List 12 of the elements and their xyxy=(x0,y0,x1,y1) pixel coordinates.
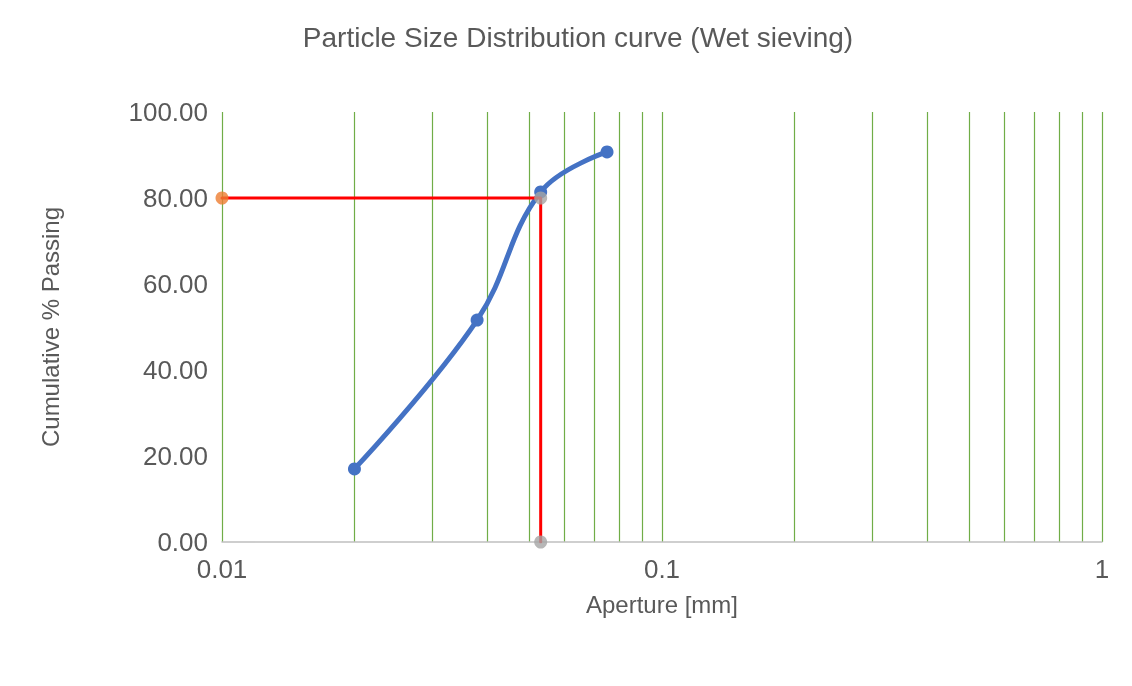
y-tick-label: 20.00 xyxy=(142,441,208,471)
y-tick-label: 80.00 xyxy=(142,183,208,213)
y-tick-label: 100.00 xyxy=(128,97,208,127)
x-tick-label: 1 xyxy=(1094,554,1110,584)
x-axis-title: Aperture [mm] xyxy=(585,590,739,618)
y-tick-label: 40.00 xyxy=(142,355,208,385)
chart-title: Particle Size Distribution curve (Wet sieving) xyxy=(302,21,854,53)
y-axis-title: Cumulative % Passing xyxy=(36,206,64,448)
x-tick-label: 0.01 xyxy=(196,554,248,584)
x-tick-label: 0.1 xyxy=(643,554,681,584)
y-tick-label: 60.00 xyxy=(142,269,208,299)
y-tick-label: 0.00 xyxy=(157,527,208,557)
